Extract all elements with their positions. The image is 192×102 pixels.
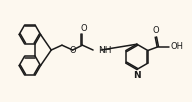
Text: N: N: [133, 71, 141, 80]
Text: O: O: [70, 45, 76, 55]
Text: NH: NH: [98, 45, 111, 55]
Text: OH: OH: [171, 42, 184, 51]
Text: O: O: [152, 26, 159, 35]
Text: O: O: [80, 24, 87, 33]
